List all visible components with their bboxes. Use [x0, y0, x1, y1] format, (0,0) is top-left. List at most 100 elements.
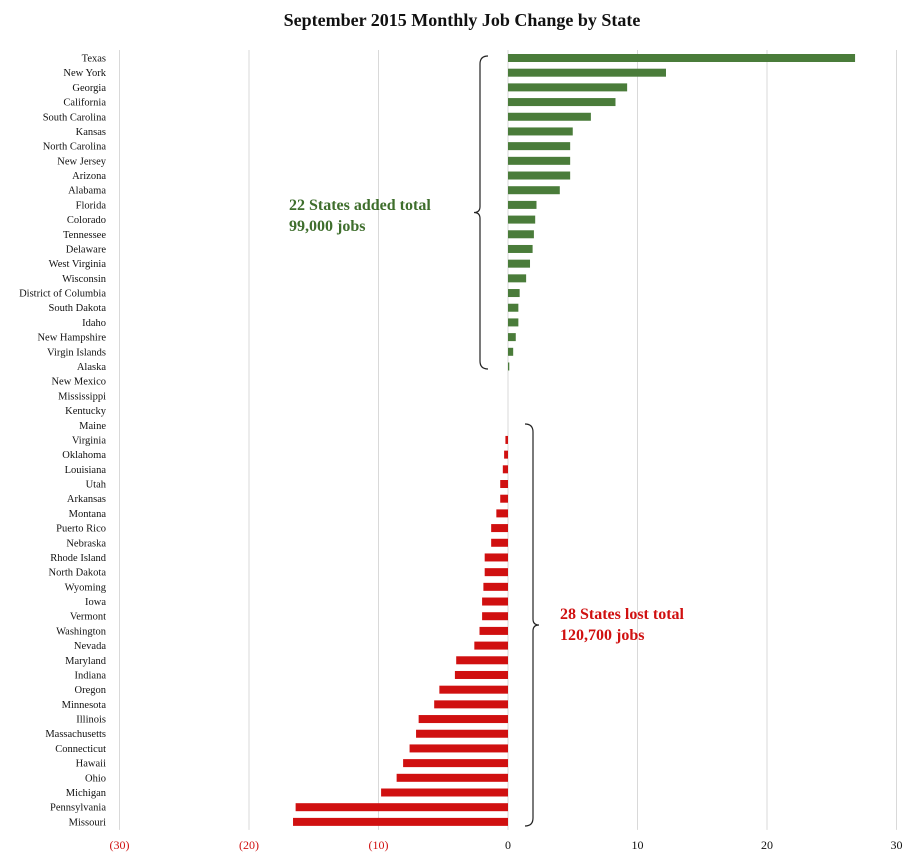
- x-tick-label: 30: [891, 838, 903, 852]
- category-label: New York: [63, 68, 106, 79]
- bar: [474, 641, 508, 650]
- bar: [508, 244, 533, 253]
- x-tick-label: (30): [110, 838, 130, 852]
- x-tick-label: (20): [239, 838, 259, 852]
- category-label: Hawaii: [76, 759, 106, 770]
- category-label: Iowa: [85, 597, 106, 608]
- category-label: Louisiana: [65, 465, 107, 476]
- category-label: Massachusetts: [45, 729, 106, 740]
- category-label: Alaska: [77, 362, 106, 373]
- bar: [508, 274, 527, 283]
- category-label: Vermont: [70, 612, 106, 623]
- category-label: Montana: [69, 509, 107, 520]
- bar: [508, 303, 519, 312]
- category-label: North Dakota: [49, 568, 107, 579]
- bar: [500, 494, 508, 503]
- bar: [500, 480, 508, 489]
- category-label: Florida: [76, 200, 107, 211]
- bar: [479, 626, 508, 635]
- bar: [508, 347, 514, 356]
- bar: [295, 803, 508, 812]
- bar: [403, 759, 508, 768]
- category-label: Texas: [82, 54, 106, 65]
- category-label: Virgin Islands: [47, 347, 106, 358]
- category-label: Wyoming: [65, 582, 107, 593]
- category-label: South Dakota: [49, 303, 107, 314]
- category-label: Tennessee: [63, 230, 106, 241]
- bar: [504, 450, 508, 459]
- bar: [508, 156, 571, 165]
- bar: [482, 597, 508, 606]
- category-label: Maryland: [65, 656, 107, 667]
- chart-title: September 2015 Monthly Job Change by Sta…: [283, 10, 641, 30]
- category-label: Oregon: [75, 685, 107, 696]
- bar: [483, 582, 508, 591]
- category-label: Puerto Rico: [56, 524, 106, 535]
- category-label: Mississippi: [58, 391, 106, 402]
- category-label: California: [63, 98, 106, 109]
- bar: [418, 715, 508, 724]
- category-label: Colorado: [67, 215, 106, 226]
- category-label: Kentucky: [65, 406, 107, 417]
- annotation-losses: 120,700 jobs: [560, 627, 644, 644]
- category-label: Maine: [79, 421, 106, 432]
- category-label: Arkansas: [67, 494, 106, 505]
- bar: [454, 670, 508, 679]
- category-label: New Jersey: [57, 156, 106, 167]
- x-tick-label: (10): [369, 838, 389, 852]
- bar: [484, 553, 508, 562]
- annotation-gains: 99,000 jobs: [289, 218, 365, 235]
- category-label: District of Columbia: [19, 289, 106, 300]
- bar: [439, 685, 508, 694]
- bar: [508, 333, 516, 342]
- category-label: Missouri: [69, 817, 106, 828]
- bar: [508, 98, 616, 107]
- category-label: Nebraska: [66, 538, 106, 549]
- bar: [508, 186, 560, 195]
- category-label: South Carolina: [43, 112, 107, 123]
- category-label: Rhode Island: [50, 553, 106, 564]
- category-label: Indiana: [75, 670, 107, 681]
- x-tick-label: 10: [632, 838, 644, 852]
- category-label: Kansas: [76, 127, 106, 138]
- category-label: New Hampshire: [37, 333, 106, 344]
- category-label: Pennsylvania: [50, 803, 106, 814]
- bar: [491, 524, 508, 533]
- bar: [508, 200, 537, 209]
- category-label: Connecticut: [55, 744, 106, 755]
- bar: [508, 68, 666, 77]
- category-label: Oklahoma: [62, 450, 106, 461]
- annotation-gains: 22 States added total: [289, 197, 431, 214]
- category-label: Virginia: [72, 435, 107, 446]
- bracket-losses: [524, 423, 540, 827]
- annotation-losses: 28 States lost total: [560, 606, 685, 623]
- x-tick-label: 20: [761, 838, 773, 852]
- category-label: Idaho: [82, 318, 106, 329]
- category-label: North Carolina: [43, 142, 107, 153]
- category-label: Washington: [56, 626, 107, 637]
- bracket-gains: [473, 55, 489, 370]
- bar: [396, 773, 508, 782]
- category-label: Minnesota: [62, 700, 107, 711]
- bar: [496, 509, 508, 518]
- category-label: West Virginia: [49, 259, 107, 270]
- bar: [508, 215, 536, 224]
- category-label: New Mexico: [51, 377, 106, 388]
- bar: [409, 744, 508, 753]
- bar: [508, 112, 591, 121]
- category-label: Nevada: [74, 641, 106, 652]
- x-tick-label: 0: [505, 838, 511, 852]
- category-label: Georgia: [72, 83, 106, 94]
- bar: [381, 788, 508, 797]
- category-label: Michigan: [66, 788, 107, 799]
- bar: [508, 230, 534, 239]
- bar: [491, 538, 508, 547]
- bar: [508, 83, 628, 92]
- bar: [484, 568, 508, 577]
- category-label: Illinois: [76, 715, 106, 726]
- bar: [505, 435, 508, 444]
- bar: [293, 817, 508, 826]
- bar: [508, 259, 531, 268]
- category-label: Wisconsin: [62, 274, 107, 285]
